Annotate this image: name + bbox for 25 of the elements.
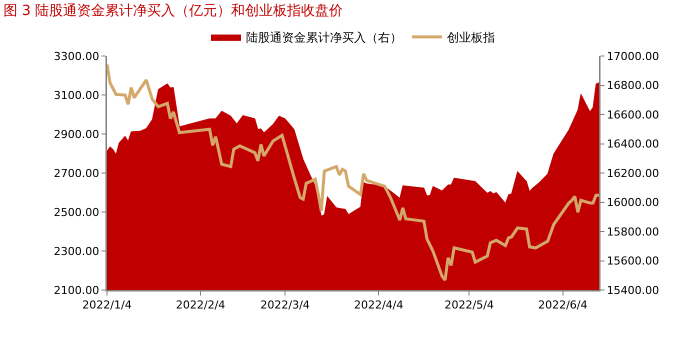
- y2-tick-label: 16600.00: [606, 108, 660, 122]
- y2-tick-label: 16400.00: [606, 138, 660, 151]
- y-tick-label: 2900.00: [54, 128, 100, 141]
- x-tick-label: 2022/4/4: [354, 298, 404, 312]
- legend-label: 陆股通资金累计净买入（右）: [246, 30, 402, 44]
- x-tick-label: 2022/2/4: [176, 298, 226, 312]
- y2-tick-label: 16800.00: [606, 79, 660, 92]
- y-tick-label: 3100.00: [54, 88, 100, 102]
- y2-tick-label: 16200.00: [606, 166, 660, 180]
- y-tick-label: 2300.00: [54, 244, 100, 258]
- y2-tick-label: 17000.00: [606, 50, 660, 63]
- y-tick-label: 2500.00: [54, 206, 100, 219]
- y-tick-label: 2700.00: [54, 166, 100, 180]
- y-tick-label: 2100.00: [54, 284, 100, 297]
- legend-label: 创业板指: [447, 30, 495, 44]
- x-tick-label: 2022/6/4: [538, 298, 588, 312]
- y2-tick-label: 15800.00: [606, 225, 660, 238]
- chart-title: 图 3 陆股通资金累计净买入（亿元）和创业板指收盘价: [3, 2, 344, 19]
- x-tick-label: 2022/1/4: [82, 298, 132, 312]
- y2-tick-label: 15600.00: [606, 254, 660, 268]
- y-tick-label: 3300.00: [54, 50, 100, 63]
- y2-tick-label: 16000.00: [606, 196, 660, 210]
- x-tick-label: 2022/3/4: [260, 298, 310, 312]
- x-tick-label: 2022/5/4: [444, 298, 494, 312]
- y2-tick-label: 15400.00: [606, 284, 660, 297]
